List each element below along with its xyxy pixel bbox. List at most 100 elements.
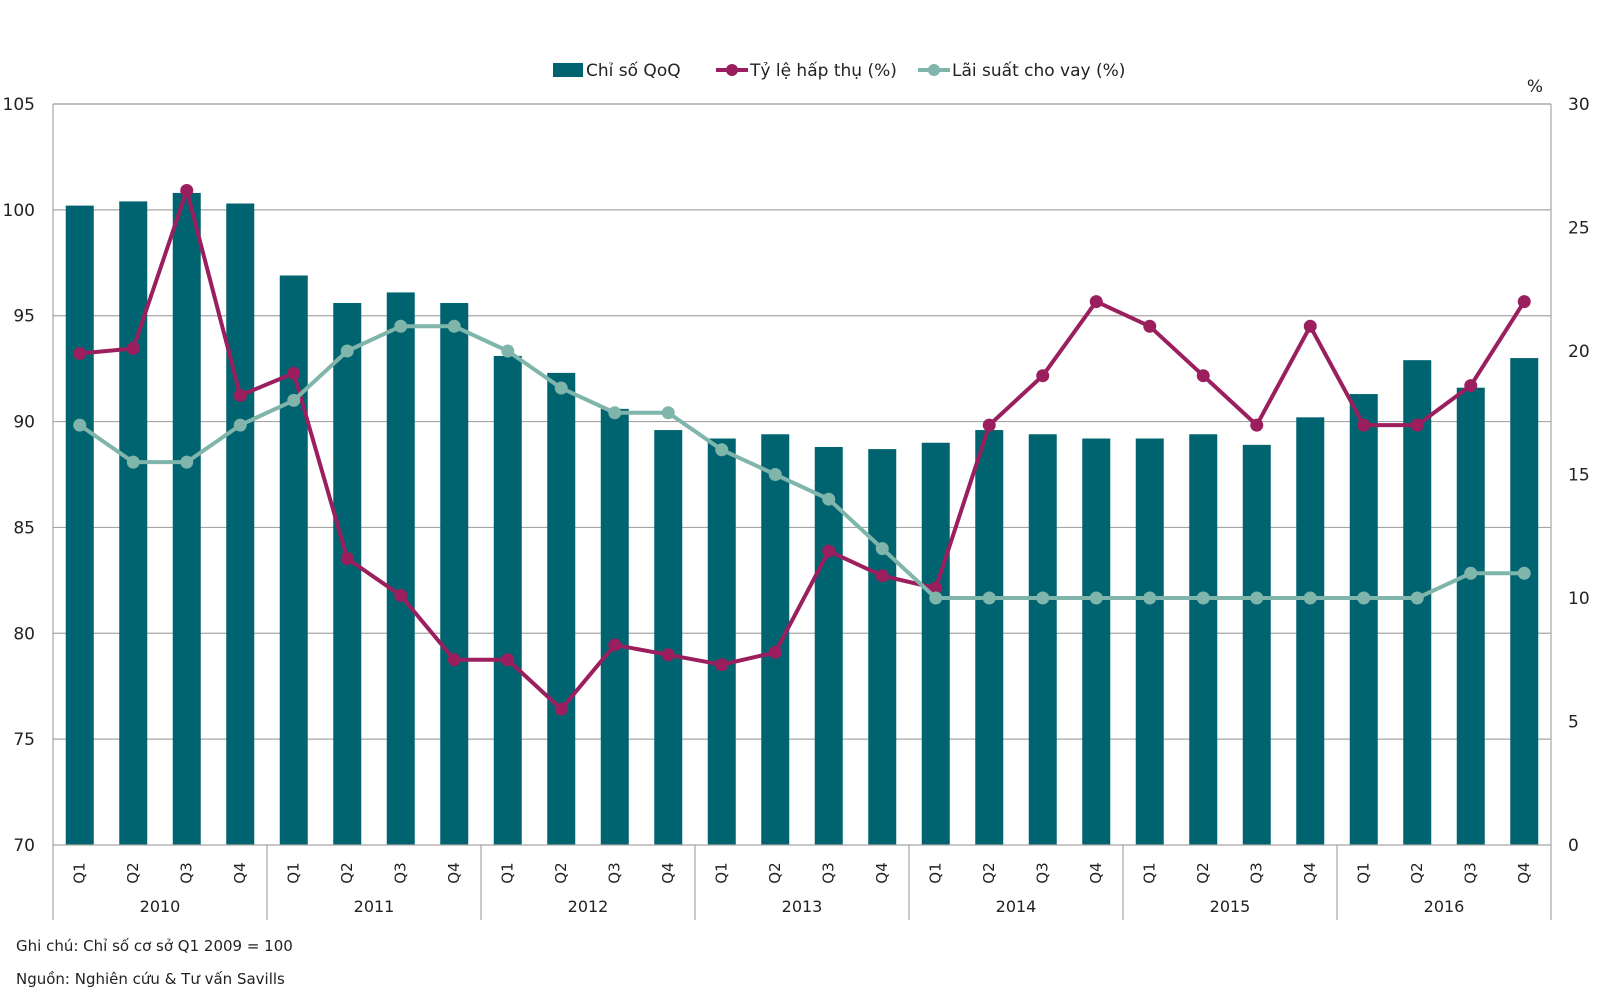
- lending-rate-point: [1410, 591, 1424, 605]
- right-axis-tick: 20: [1568, 342, 1590, 362]
- absorption-rate-point: [501, 653, 515, 667]
- chart-note: Ghi chú: Chỉ số cơ sở Q1 2009 = 100: [16, 937, 293, 955]
- quarter-label: Q1: [70, 862, 88, 883]
- quarter-label: Q4: [1301, 862, 1319, 883]
- bar: [761, 434, 790, 845]
- bar: [279, 275, 308, 845]
- left-axis-tick: 100: [3, 201, 35, 221]
- lending-rate-point: [287, 393, 301, 407]
- absorption-rate-point: [126, 342, 140, 356]
- bar: [1510, 358, 1539, 845]
- year-label: 2010: [140, 897, 181, 916]
- quarter-label: Q1: [712, 862, 730, 883]
- bar: [65, 205, 94, 845]
- lending-rate-point: [1517, 566, 1531, 580]
- quarter-label: Q3: [177, 862, 195, 883]
- legend-label: Tỷ lệ hấp thụ (%): [749, 60, 897, 81]
- bar-series: [65, 192, 1539, 846]
- bar: [1242, 444, 1271, 845]
- left-axis-tick: 70: [13, 836, 35, 856]
- year-label: 2012: [568, 897, 609, 916]
- lending-rate-point: [340, 344, 354, 358]
- bar: [1296, 417, 1325, 845]
- lending-rate-point: [982, 591, 996, 605]
- quarter-label: Q1: [284, 862, 302, 883]
- lending-rate-point: [768, 468, 782, 481]
- lending-rate-point: [715, 443, 729, 457]
- right-axis-label: %: [1527, 77, 1543, 97]
- lending-rate-point: [875, 542, 889, 556]
- absorption-rate-point: [233, 388, 247, 402]
- quarter-label: Q3: [391, 862, 409, 883]
- bar: [1456, 387, 1485, 845]
- absorption-rate-point: [1410, 418, 1424, 432]
- absorption-rate-point: [394, 589, 408, 603]
- absorption-rate-point: [1036, 369, 1050, 383]
- quarter-label: Q2: [980, 862, 998, 883]
- left-axis-tick: 105: [3, 95, 35, 115]
- quarter-label: Q1: [926, 862, 944, 883]
- lending-rate-point: [554, 381, 568, 395]
- bar: [1082, 438, 1111, 845]
- quarter-label: Q4: [1087, 862, 1105, 883]
- bar: [119, 201, 148, 846]
- left-axis-tick: 95: [13, 307, 35, 327]
- quarter-label: Q3: [1247, 862, 1265, 883]
- lending-rate-point: [929, 591, 943, 605]
- bar: [226, 203, 255, 845]
- quarter-label: Q4: [231, 862, 249, 883]
- absorption-rate-point: [982, 418, 996, 432]
- absorption-rate-point: [768, 645, 782, 659]
- legend-label: Chỉ số QoQ: [586, 60, 681, 81]
- bar: [547, 372, 576, 845]
- quarter-label: Q4: [659, 862, 677, 883]
- absorption-rate-line: [79, 188, 1526, 712]
- absorption-rate-point: [875, 569, 889, 583]
- bar: [440, 303, 469, 845]
- quarter-label: Q1: [1354, 862, 1372, 883]
- lending-rate-point: [394, 319, 408, 333]
- bar: [654, 430, 683, 845]
- quarter-label: Q2: [1408, 862, 1426, 883]
- bar: [921, 442, 950, 845]
- lending-rate-point: [822, 492, 836, 506]
- chart: 70 75 80 85 90 95 100 105 0 5 10 15 20 25 30% Q1 Q2 Q3 Q4 Q…: [3, 60, 1590, 920]
- bar: [1028, 434, 1057, 845]
- year-label: 2011: [354, 897, 395, 916]
- quarter-label: Q3: [1461, 862, 1479, 883]
- year-label: 2014: [996, 897, 1037, 916]
- bar: [172, 192, 201, 846]
- bar: [1189, 434, 1218, 845]
- bar: [1135, 438, 1164, 845]
- lending-rate-point: [501, 344, 515, 358]
- quarter-label: Q3: [605, 862, 623, 883]
- bar: [493, 355, 522, 845]
- right-axis-tick: 25: [1568, 219, 1590, 239]
- lending-rate-point: [1464, 566, 1478, 580]
- quarter-label: Q2: [766, 862, 784, 883]
- lending-rate-point: [661, 406, 675, 420]
- legend-label: Lãi suất cho vay (%): [952, 60, 1125, 81]
- lending-rate-point: [1357, 591, 1371, 605]
- left-axis-tick: 75: [13, 730, 35, 750]
- lending-rate-line: [78, 324, 1525, 600]
- bar: [707, 438, 736, 845]
- right-axis-tick: 5: [1568, 713, 1579, 733]
- line-series: [73, 183, 1531, 716]
- absorption-rate-point: [929, 581, 943, 595]
- lending-rate-point: [608, 406, 622, 420]
- absorption-rate-point: [1303, 319, 1317, 333]
- quarter-label: Q2: [552, 862, 570, 883]
- axes: 70 75 80 85 90 95 100 105 0 5 10 15 20 25 30% Q1 Q2 Q3 Q4 Q…: [3, 77, 1590, 920]
- bar: [333, 303, 362, 845]
- year-label: 2015: [1210, 897, 1251, 916]
- quarter-label: Q2: [1194, 862, 1212, 883]
- legend-bar-swatch: [553, 63, 583, 77]
- legend: Chỉ số QoQ Tỷ lệ hấp thụ (%) Lãi suất cho …: [553, 60, 1125, 81]
- quarter-label: Q2: [338, 862, 356, 883]
- quarter-label: Q3: [819, 862, 837, 883]
- absorption-rate-point: [1357, 418, 1371, 432]
- quarter-label: Q1: [1140, 862, 1158, 883]
- absorption-rate-point: [1464, 379, 1478, 393]
- lending-rate-point: [1250, 591, 1264, 605]
